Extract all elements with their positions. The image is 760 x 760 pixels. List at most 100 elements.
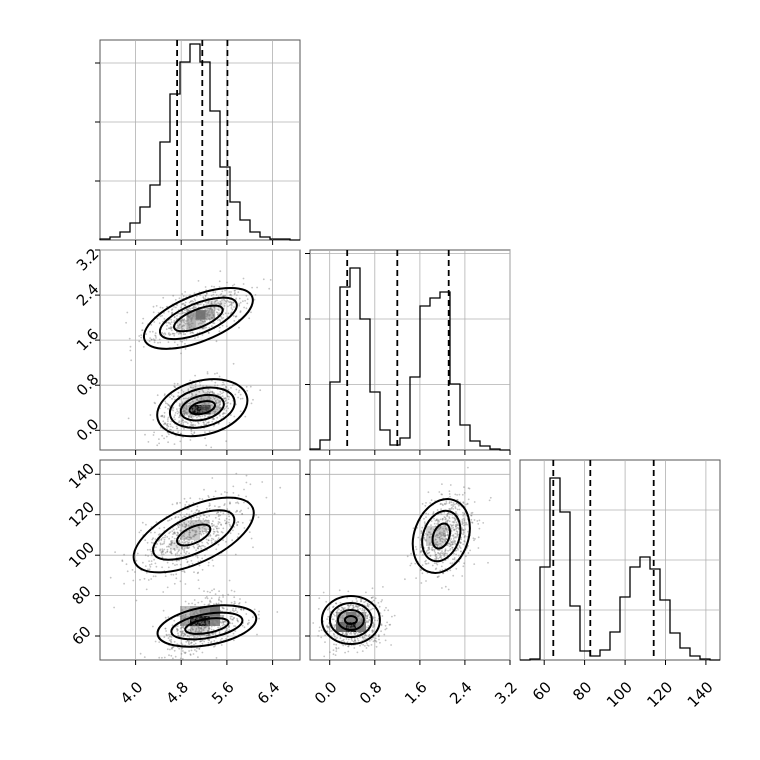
scatter-point: [247, 623, 249, 626]
scatter-point: [179, 414, 181, 417]
scatter-point: [180, 630, 182, 633]
scatter-point: [228, 515, 231, 518]
scatter-point: [242, 608, 245, 611]
scatter-point: [245, 294, 248, 297]
scatter-point: [197, 571, 200, 574]
scatter-point: [477, 547, 480, 549]
scatter-point: [214, 372, 216, 375]
scatter-point: [190, 641, 193, 644]
scatter-point: [470, 512, 473, 514]
scatter-point: [190, 627, 193, 630]
scatter-point: [179, 580, 182, 583]
scatter-point: [203, 627, 206, 630]
scatter-point: [170, 394, 173, 396]
scatter-point: [456, 532, 459, 535]
scatter-point: [186, 315, 189, 317]
scatter-point: [181, 609, 184, 611]
scatter-point: [188, 525, 191, 528]
scatter-point: [238, 602, 241, 604]
scatter-point: [202, 398, 205, 401]
scatter-point: [202, 625, 205, 627]
scatter-point: [447, 534, 449, 537]
scatter-point: [346, 626, 349, 629]
scatter-point: [326, 626, 329, 628]
scatter-point: [231, 618, 234, 621]
scatter-point: [364, 614, 367, 616]
scatter-point: [354, 623, 357, 626]
scatter-point: [199, 309, 202, 311]
scatter-point: [170, 552, 173, 555]
scatter-point: [343, 624, 346, 627]
scatter-point: [453, 557, 456, 559]
scatter-point: [348, 620, 351, 622]
scatter-point: [186, 508, 189, 511]
scatter-point: [428, 547, 431, 550]
scatter-point: [460, 538, 463, 541]
scatter-point: [206, 314, 209, 316]
scatter-point: [173, 531, 175, 534]
scatter-point: [439, 533, 441, 535]
scatter-point: [173, 382, 176, 385]
scatter-point: [190, 415, 193, 418]
scatter-point: [451, 546, 454, 549]
scatter-point: [227, 305, 229, 308]
scatter-point: [218, 518, 221, 520]
tick-labels-x-p1: 0.0 0.8 1.6 2.4 3.2: [311, 678, 521, 708]
scatter-point: [338, 589, 341, 592]
scatter-point: [175, 559, 178, 562]
scatter-point: [443, 532, 445, 535]
scatter-point: [212, 538, 215, 541]
scatter-point: [183, 319, 186, 321]
scatter-point: [202, 315, 205, 317]
contours: [142, 286, 254, 438]
scatter-point: [218, 318, 221, 321]
scatter-point: [169, 327, 172, 330]
scatter-point: [453, 521, 455, 524]
scatter-point: [154, 334, 157, 337]
scatter-point: [344, 624, 346, 626]
scatter-point: [194, 531, 197, 534]
scatter-point: [174, 564, 176, 566]
scatter-point: [236, 618, 239, 620]
scatter-point: [182, 623, 184, 625]
scatter-point: [356, 605, 359, 608]
scatter-point: [215, 401, 218, 404]
scatter-point: [342, 608, 345, 610]
scatter-point: [202, 385, 205, 388]
scatter-point: [216, 314, 219, 316]
scatter-point: [168, 633, 170, 636]
scatter-point: [127, 417, 130, 420]
scatter-point: [211, 391, 214, 394]
scatter-point: [182, 624, 185, 627]
scatter-point: [471, 521, 473, 524]
scatter-point: [419, 550, 422, 553]
scatter-point: [358, 605, 360, 608]
scatter-point: [205, 326, 208, 329]
scatter-point: [179, 332, 182, 334]
scatter-point: [221, 413, 224, 415]
scatter-point: [204, 311, 207, 313]
scatter-point: [365, 611, 367, 614]
scatter-point: [189, 300, 192, 303]
histogram-p0: [99, 43, 300, 241]
scatter-point: [166, 536, 169, 538]
scatter-point: [130, 359, 133, 362]
tick-label: 6.4: [254, 678, 284, 708]
scatter-point: [205, 423, 208, 426]
scatter-point: [233, 590, 236, 593]
scatter-point: [184, 600, 187, 603]
scatter-point: [168, 639, 171, 642]
scatter-point: [196, 618, 198, 621]
scatter-point: [489, 496, 492, 499]
scatter-point: [447, 531, 449, 533]
scatter-point: [207, 421, 210, 424]
scatter-point: [159, 548, 162, 551]
scatter-point: [185, 501, 188, 503]
scatter-point: [415, 548, 418, 551]
scatter-point: [201, 621, 204, 624]
scatter-point: [213, 316, 216, 319]
scatter-point: [195, 410, 198, 413]
scatter-point: [182, 650, 184, 652]
scatter-point: [211, 589, 213, 592]
scatter-point: [178, 539, 181, 542]
